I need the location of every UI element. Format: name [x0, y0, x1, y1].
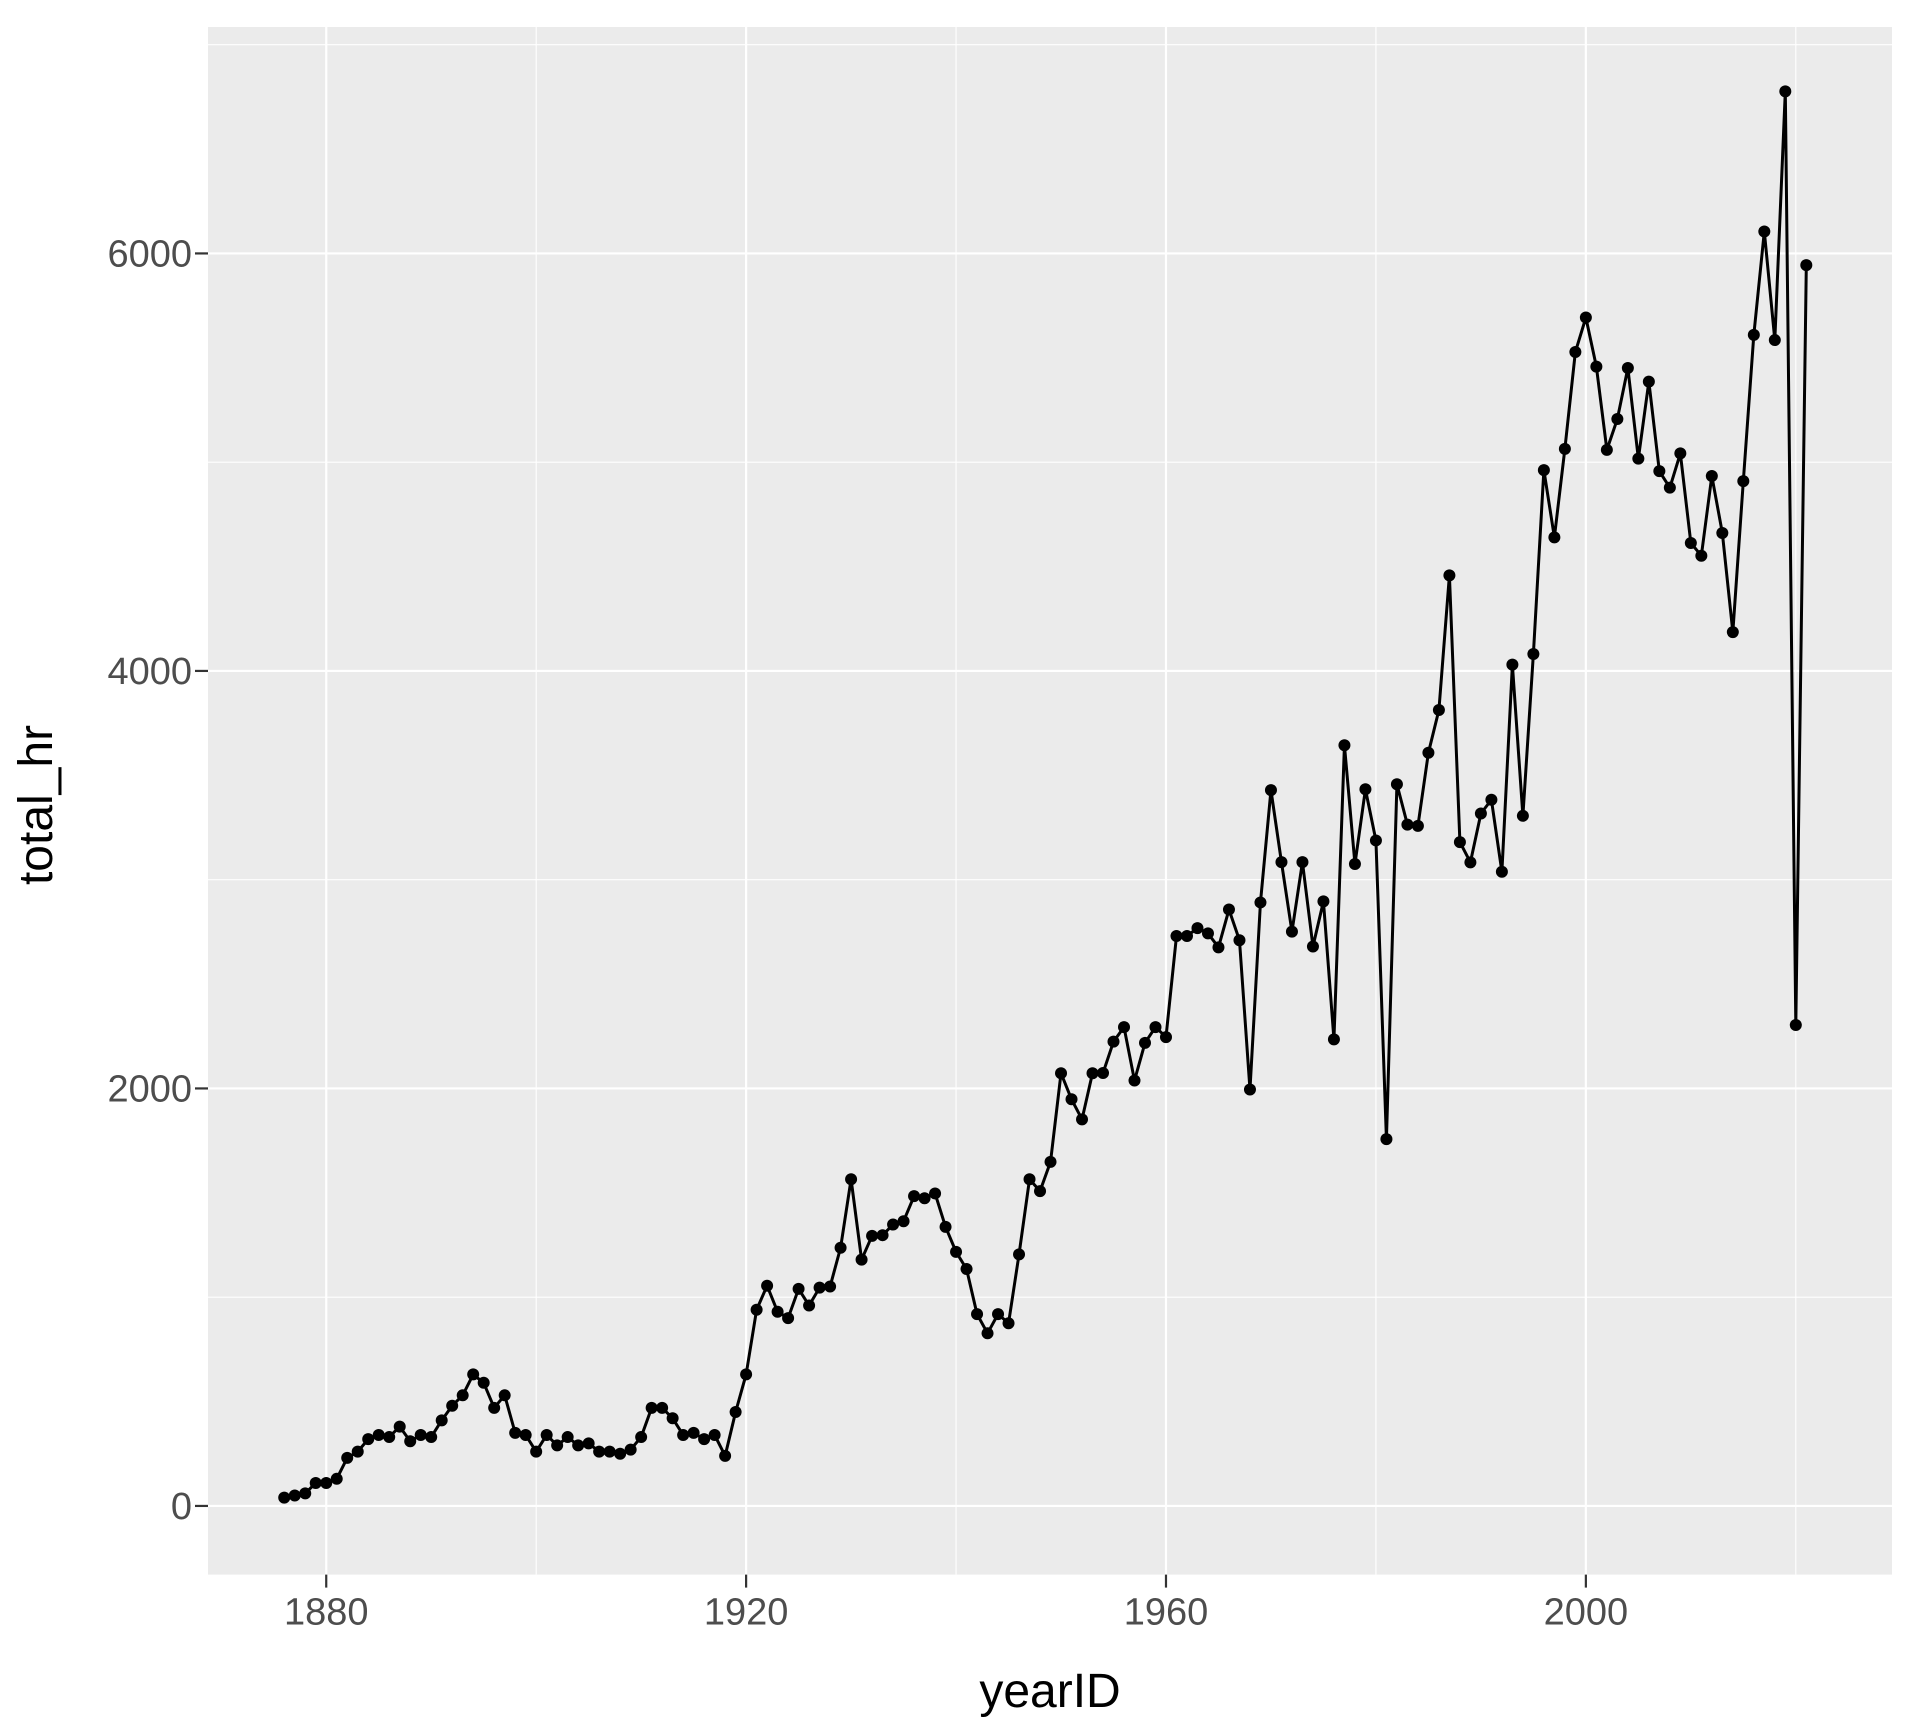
- svg-text:2000: 2000: [1544, 1592, 1629, 1634]
- svg-text:1880: 1880: [284, 1592, 369, 1634]
- svg-text:2000: 2000: [107, 1068, 192, 1110]
- svg-text:1920: 1920: [704, 1592, 789, 1634]
- svg-text:1960: 1960: [1124, 1592, 1209, 1634]
- svg-text:4000: 4000: [107, 651, 192, 693]
- svg-text:total_hr: total_hr: [10, 725, 63, 885]
- svg-text:0: 0: [171, 1486, 192, 1528]
- svg-text:6000: 6000: [107, 233, 192, 275]
- svg-text:yearID: yearID: [979, 1665, 1120, 1718]
